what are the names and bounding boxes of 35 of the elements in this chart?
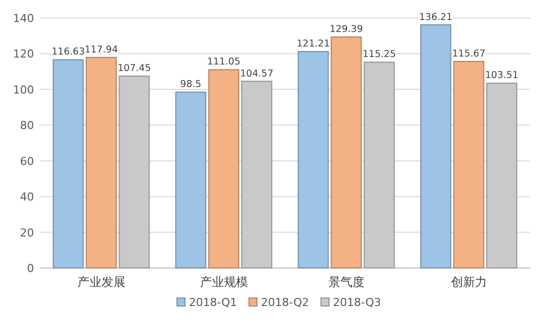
bar [453,60,484,268]
bar [330,36,362,268]
y-tick-label: 0 [27,262,34,275]
data-label: 121.21 [296,38,330,50]
legend-label: 2018-Q2 [261,296,310,309]
data-label: 117.94 [84,44,118,56]
x-tick-label: 创新力 [450,275,487,289]
x-tick-label: 景气度 [328,275,364,289]
bar [208,69,240,268]
bar [86,56,117,268]
y-tick-label: 40 [20,190,34,204]
data-label: 129.39 [330,24,363,35]
y-tick-label: 60 [20,154,34,168]
y-tick-label: 120 [13,48,34,61]
data-label: 136.21 [419,12,452,23]
bar [298,51,329,268]
bar [175,92,206,268]
x-tick-label: 产业规模 [200,275,248,289]
data-label: 111.05 [207,56,240,68]
legend-label: 2018-Q1 [189,296,238,309]
y-tick-label: 140 [13,12,34,25]
bar [420,24,452,268]
data-label: 115.67 [452,48,486,60]
y-tick-label: 80 [20,119,34,132]
data-label: 116.63 [52,46,85,58]
bar [52,59,84,268]
data-label: 115.25 [362,49,396,60]
legend-label: 2018-Q3 [333,296,382,309]
data-label: 107.45 [118,63,151,74]
data-label: 98.5 [180,79,202,90]
y-tick-label: 100 [13,83,34,96]
data-label: 103.51 [485,70,518,82]
y-tick-label: 20 [20,226,34,240]
data-label: 104.57 [240,68,274,80]
x-tick-label: 产业发展 [77,275,126,289]
